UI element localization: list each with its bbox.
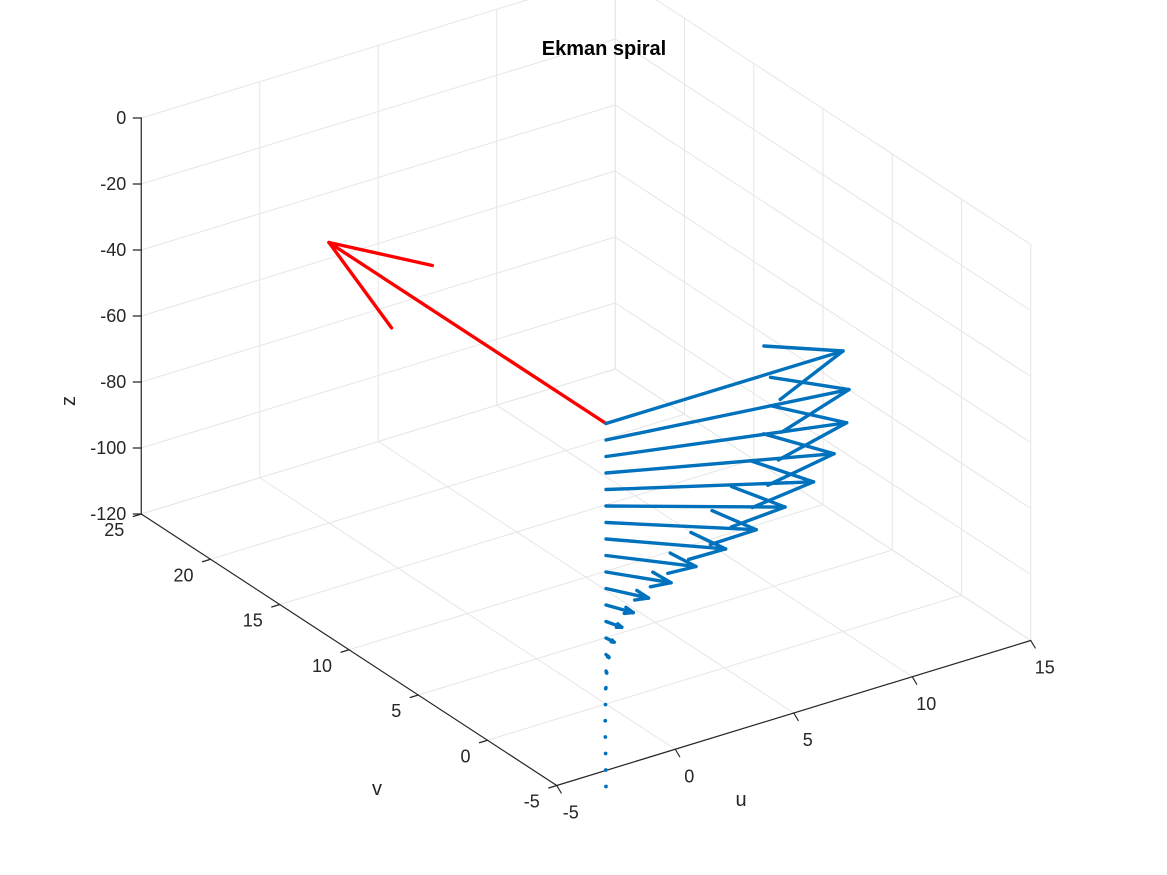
grid-line	[614, 38, 1032, 311]
current-arrow	[603, 702, 608, 707]
x-tick-label: 5	[803, 730, 813, 750]
y-tick-label: 5	[391, 701, 401, 721]
z-tick-label: -60	[100, 306, 126, 326]
chart-title: Ekman spiral	[542, 38, 667, 60]
z-tick-label: -100	[90, 438, 126, 458]
y-tick	[340, 649, 350, 653]
x-tick-label: 0	[684, 766, 694, 786]
current-arrow	[603, 735, 608, 739]
grid-lines	[140, 0, 1032, 786]
z-tick-label: -20	[100, 174, 126, 194]
axis-ticks: -5 0 5 10 15 -5 0 5 10 15 20 25 0 -20 -40 -60 -80 -100 -12…	[90, 108, 1055, 823]
current-arrow	[604, 530, 728, 562]
current-arrow	[604, 508, 758, 547]
x-tick-label: 10	[916, 694, 936, 714]
grid-line	[140, 368, 616, 515]
y-tick	[201, 558, 212, 563]
y-tick-label: 0	[460, 746, 470, 766]
x-tick	[911, 676, 918, 685]
x-tick	[793, 712, 799, 722]
x-tick	[556, 784, 562, 794]
current-arrow	[604, 652, 611, 660]
grid-line	[140, 104, 616, 251]
quiver-arrows	[327, 240, 851, 789]
y-tick	[478, 739, 489, 744]
y-tick-label: 20	[173, 565, 193, 585]
grid-line	[140, 302, 616, 449]
x-tick	[674, 748, 681, 758]
grid-line	[614, 104, 1032, 377]
current-arrow	[604, 375, 851, 442]
current-arrow	[604, 459, 816, 510]
z-tick-label: 0	[116, 108, 126, 128]
current-arrow	[604, 669, 609, 675]
current-arrow	[604, 586, 651, 602]
y-tick-label: -5	[524, 792, 540, 812]
x-axis-label: u	[735, 789, 746, 811]
current-arrow	[604, 344, 845, 426]
y-tick-label: 10	[312, 656, 332, 676]
grid-line	[614, 236, 1032, 509]
y-tick-label: 25	[104, 520, 124, 540]
z-axis-label: z	[58, 396, 80, 406]
grid-line	[614, 302, 1032, 575]
grid-line	[140, 0, 529, 119]
current-arrow	[604, 551, 698, 576]
x-tick-label: -5	[563, 803, 579, 823]
current-arrow	[603, 751, 608, 756]
y-axis-label: v	[372, 778, 382, 800]
current-arrow	[604, 432, 836, 487]
grid-line	[655, 0, 1032, 245]
grid-line	[614, 170, 1032, 443]
current-arrow	[604, 404, 849, 462]
current-arrow	[604, 784, 608, 789]
z-tick-label: -40	[100, 240, 126, 260]
wind-arrow	[327, 240, 608, 426]
current-arrow	[604, 636, 616, 644]
grid-line	[140, 170, 616, 317]
x-tick	[1030, 639, 1036, 649]
grid-line	[279, 459, 755, 605]
current-arrow	[603, 768, 608, 772]
current-arrow	[604, 570, 673, 589]
y-tick	[548, 784, 558, 789]
current-arrow	[603, 718, 608, 723]
x-tick-label: 15	[1035, 658, 1055, 678]
current-arrow	[604, 619, 624, 630]
y-tick	[409, 694, 419, 699]
z-tick-label: -80	[100, 372, 126, 392]
current-arrow	[604, 603, 635, 616]
grid-line	[487, 594, 962, 741]
z-tick-label: -120	[90, 504, 126, 524]
grid-line	[140, 38, 616, 185]
y-tick	[271, 603, 281, 608]
y-tick-label: 15	[243, 611, 263, 631]
grid-line	[417, 549, 893, 696]
